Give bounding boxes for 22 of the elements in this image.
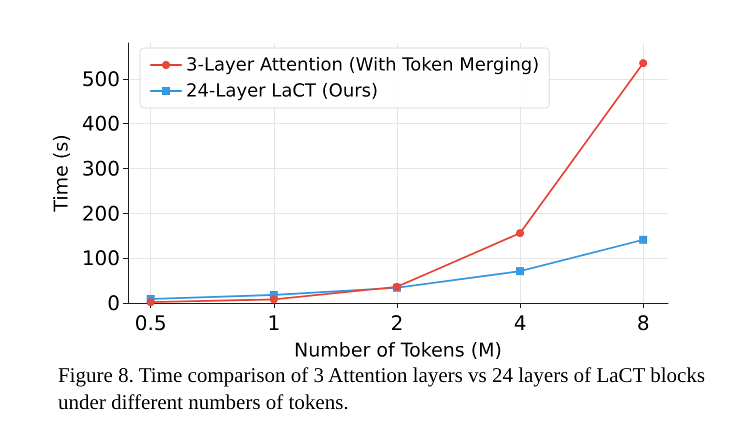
- y-tick-label: 0: [107, 291, 120, 315]
- point: [639, 236, 648, 244]
- point: [270, 295, 278, 304]
- point: [516, 229, 524, 238]
- legend-label: 24-Layer LaCT (Ours): [186, 80, 378, 102]
- point: [639, 59, 648, 68]
- y-tick-label: 100: [82, 246, 120, 270]
- y-tick-label: 300: [82, 156, 120, 181]
- legend-label: 3-Layer Attention (With Token Merging): [186, 54, 540, 76]
- y-axis-title: Time (s): [50, 134, 72, 213]
- y-tick-label: 500: [82, 66, 120, 91]
- x-tick-label: 8: [636, 311, 650, 335]
- x-tick-label: 4: [514, 311, 526, 335]
- y-tick-label: 200: [82, 201, 120, 226]
- x-tick-label: 1: [267, 311, 280, 335]
- x-axis-title: Number of Tokens (M): [294, 340, 502, 362]
- point: [146, 298, 155, 306]
- x-tick-label: 0.5: [134, 311, 167, 335]
- x-tick-label: 2: [390, 311, 404, 335]
- y-tick-label: 400: [82, 112, 120, 136]
- point: [516, 267, 524, 276]
- caption: Figure 8. Time comparison of 3 Attention layers vs 24 layers of LaCT blocks under different numbers of tokens.: [58, 362, 706, 416]
